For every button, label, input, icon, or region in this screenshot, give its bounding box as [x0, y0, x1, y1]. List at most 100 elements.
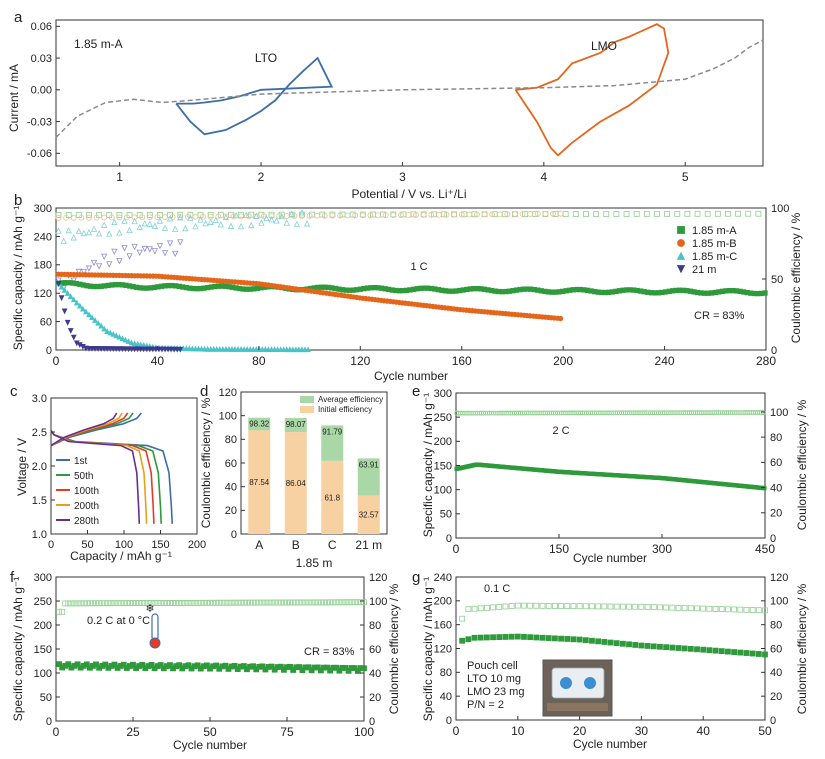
efficiency-point [259, 599, 266, 606]
x-axis-label-f: Cycle number [173, 738, 247, 752]
capacity-point [749, 650, 756, 657]
efficiency-point [90, 259, 98, 267]
y-tick-label: 200 [34, 620, 52, 632]
efficiency-point [210, 599, 216, 606]
efficiency-point [593, 211, 600, 217]
x-tick-label: 80 [252, 354, 266, 368]
y-tick-label: 0 [446, 715, 452, 727]
x-tick-label: 20 [573, 724, 587, 738]
efficiency-point [570, 603, 577, 610]
efficiency-point [166, 215, 174, 222]
capacity-point [296, 664, 303, 670]
capacity-point [490, 634, 496, 641]
y-axis-label-e: Specific capacity / mAh g⁻¹ [421, 393, 435, 537]
capacity-point [305, 346, 311, 353]
efficiency-point [102, 600, 109, 607]
y-tick-label: 50 [440, 509, 452, 521]
efficiency-point [595, 603, 602, 610]
capacity-point [700, 646, 707, 653]
efficiency-point [299, 212, 305, 219]
efficiency-point [111, 248, 118, 256]
bar-label-initial: 61.8 [324, 493, 340, 502]
efficiency-point [638, 603, 645, 610]
efficiency-point [321, 212, 328, 219]
efficiency-point [169, 214, 176, 220]
x-tick-label: 200 [188, 539, 206, 551]
efficiency-point [324, 599, 330, 606]
efficiency-point [512, 211, 518, 217]
efficiency-point [345, 599, 352, 606]
efficiency-point [607, 603, 614, 610]
capacity-point [167, 662, 173, 668]
efficiency-point [761, 410, 767, 415]
capacity-point [58, 295, 65, 302]
efficiency-point [237, 599, 244, 606]
y-tick-label: 2.0 [32, 461, 47, 473]
capacity-point [314, 664, 321, 671]
x-tick-label: 30 [635, 724, 649, 738]
capacity-point [83, 661, 90, 668]
capacity-point [95, 319, 101, 326]
efficiency-point [643, 211, 650, 217]
efficiency-point [146, 246, 153, 253]
efficiency-point [283, 213, 290, 219]
efficiency-point [111, 218, 118, 226]
efficiency-point [519, 211, 526, 217]
efficiency-point [256, 599, 263, 606]
legend-label: Average efficiency [318, 395, 383, 404]
capacity-point [64, 319, 71, 326]
y2-tick-label: 0 [770, 715, 776, 727]
efficiency-point [551, 603, 558, 609]
efficiency-point [367, 212, 374, 219]
label-lto: LTO [255, 51, 277, 65]
efficiency-point [428, 211, 435, 218]
y-tick-label: 240 [434, 572, 452, 584]
y2-tick-label: 40 [770, 482, 782, 494]
capacity-point [222, 662, 229, 669]
efficiency-point [163, 600, 170, 606]
efficiency-point [121, 245, 128, 252]
efficiency-point [435, 211, 442, 218]
efficiency-point [101, 253, 108, 261]
efficiency-point [258, 219, 265, 226]
efficiency-point [95, 263, 103, 270]
y-tick-label: 250 [34, 596, 52, 608]
efficiency-point [182, 600, 189, 606]
efficiency-point [188, 599, 195, 606]
efficiency-point [344, 212, 351, 219]
capacity-point [131, 340, 138, 347]
efficiency-point [126, 226, 133, 234]
x-tick-label: 25 [126, 725, 140, 739]
y-axis-label-d: Coulombic efficiency / % [199, 397, 213, 528]
efficiency-point [413, 212, 419, 218]
capacity-point [762, 290, 768, 296]
efficiency-point [623, 211, 630, 217]
efficiency-point [755, 607, 762, 614]
capacity-point [706, 647, 713, 654]
efficiency-point [354, 599, 361, 606]
efficiency-point [207, 211, 214, 218]
efficiency-point [170, 600, 176, 606]
y-tick-label: 60 [225, 458, 237, 470]
capacity-point [259, 663, 266, 670]
capacity-point [73, 299, 80, 306]
efficiency-point [131, 214, 138, 221]
annotation-rate-b: 1 C [410, 261, 427, 273]
capacity-point [231, 662, 238, 669]
efficiency-point [136, 249, 143, 257]
efficiency-point [80, 268, 88, 276]
efficiency-point [603, 211, 610, 217]
efficiency-point [62, 600, 69, 607]
x-axis-label-b: Cycle number [374, 369, 448, 383]
efficiency-point [75, 268, 82, 276]
efficiency-point [160, 600, 167, 606]
efficiency-point [287, 599, 293, 606]
x-axis-label-d: 1.85 m [296, 556, 333, 570]
capacity-point [681, 645, 688, 652]
efficiency-point [78, 214, 85, 221]
efficiency-point [244, 599, 250, 606]
efficiency-point [684, 210, 691, 217]
capacity-point [496, 634, 503, 640]
efficiency-point [240, 599, 247, 606]
capacity-point [70, 334, 77, 341]
